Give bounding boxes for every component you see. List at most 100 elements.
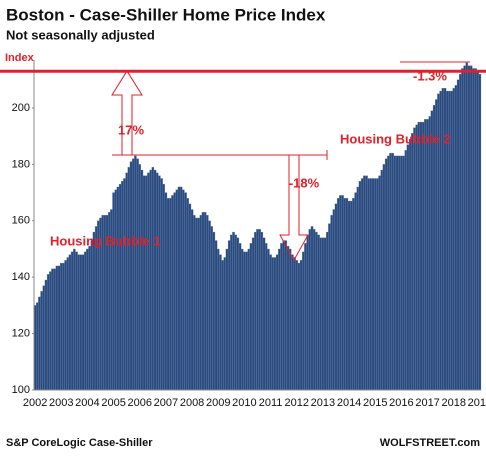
bar — [319, 237, 322, 391]
bar — [149, 169, 152, 391]
bar — [203, 212, 207, 391]
bar — [247, 248, 251, 391]
bar — [352, 198, 355, 391]
bar — [371, 178, 375, 391]
bar — [374, 178, 377, 391]
plot-area: 2002 2003 2004 2005 2006 2007 2008 2009 2010 2011… — [0, 60, 486, 409]
bar — [199, 214, 203, 391]
bar — [463, 65, 466, 391]
bar — [138, 164, 141, 391]
bar — [415, 124, 418, 391]
bar — [155, 172, 159, 391]
bar — [345, 198, 349, 391]
bar — [291, 254, 294, 391]
bar — [428, 116, 431, 391]
bar — [129, 161, 133, 391]
bar — [193, 214, 196, 391]
bar — [123, 178, 126, 391]
bar — [175, 189, 179, 391]
bar — [70, 251, 74, 391]
annotation: -1.3% — [413, 68, 447, 83]
bar — [240, 248, 244, 391]
bar — [384, 158, 388, 391]
bar — [284, 240, 288, 391]
bar — [225, 248, 229, 391]
bar — [310, 226, 314, 391]
bar — [219, 254, 222, 391]
source: S&P CoreLogic Case-Shiller — [6, 437, 153, 449]
bar — [430, 110, 434, 391]
bar — [125, 172, 128, 391]
bar — [367, 178, 370, 391]
bar — [38, 296, 41, 391]
bar — [166, 198, 170, 391]
bar — [81, 254, 85, 391]
bar — [94, 226, 98, 391]
bar — [68, 254, 72, 391]
bar — [173, 192, 176, 391]
bar — [177, 186, 181, 391]
bar — [121, 181, 124, 391]
y-tick-label: 200 — [12, 102, 30, 114]
bar — [476, 71, 479, 391]
bar — [223, 257, 227, 391]
bar — [57, 265, 61, 391]
up-arrow — [111, 70, 143, 156]
bar — [378, 175, 381, 391]
bar — [153, 169, 157, 391]
bar — [79, 254, 83, 391]
bar — [421, 121, 425, 391]
bar — [131, 158, 135, 391]
bar — [230, 234, 233, 391]
bar — [182, 189, 185, 391]
bar — [402, 155, 405, 391]
x-tick-label: 2007 — [154, 397, 178, 409]
bar — [280, 243, 283, 391]
bar — [260, 231, 264, 391]
bar — [315, 231, 318, 391]
bar — [84, 251, 87, 391]
bar — [234, 234, 237, 391]
bar — [356, 186, 360, 391]
bar — [256, 229, 259, 391]
chart-subtitle: Not seasonally adjusted — [6, 27, 155, 42]
bar — [66, 257, 70, 391]
bar — [360, 178, 364, 391]
bar — [64, 260, 67, 391]
bar — [461, 68, 464, 391]
bar — [171, 195, 174, 391]
bar — [323, 237, 327, 391]
bar — [474, 68, 477, 391]
bar — [46, 274, 50, 391]
bar — [408, 138, 412, 391]
bar — [387, 155, 390, 391]
bar — [297, 262, 301, 391]
x-tick-label: 2011 — [259, 397, 283, 409]
x-tick-label: 2009 — [206, 397, 230, 409]
bar — [197, 217, 200, 391]
bar — [90, 240, 94, 391]
bar — [417, 121, 421, 391]
bar — [341, 195, 344, 391]
bar — [245, 251, 248, 391]
down-arrow — [279, 154, 309, 262]
bar — [210, 226, 213, 391]
bar — [42, 285, 46, 391]
bar — [358, 181, 362, 391]
bar — [467, 65, 471, 391]
x-tick-label: 2005 — [101, 397, 125, 409]
bar — [164, 192, 168, 391]
bar — [195, 217, 198, 391]
bar — [232, 231, 235, 391]
bar — [389, 152, 392, 391]
bar — [75, 251, 78, 391]
bar — [391, 152, 394, 391]
bar — [312, 229, 316, 391]
x-tick-label: 2014 — [337, 397, 361, 409]
bar — [145, 175, 148, 391]
bar — [404, 150, 408, 391]
bar — [343, 198, 346, 391]
bar — [162, 183, 165, 391]
bar — [288, 248, 292, 391]
